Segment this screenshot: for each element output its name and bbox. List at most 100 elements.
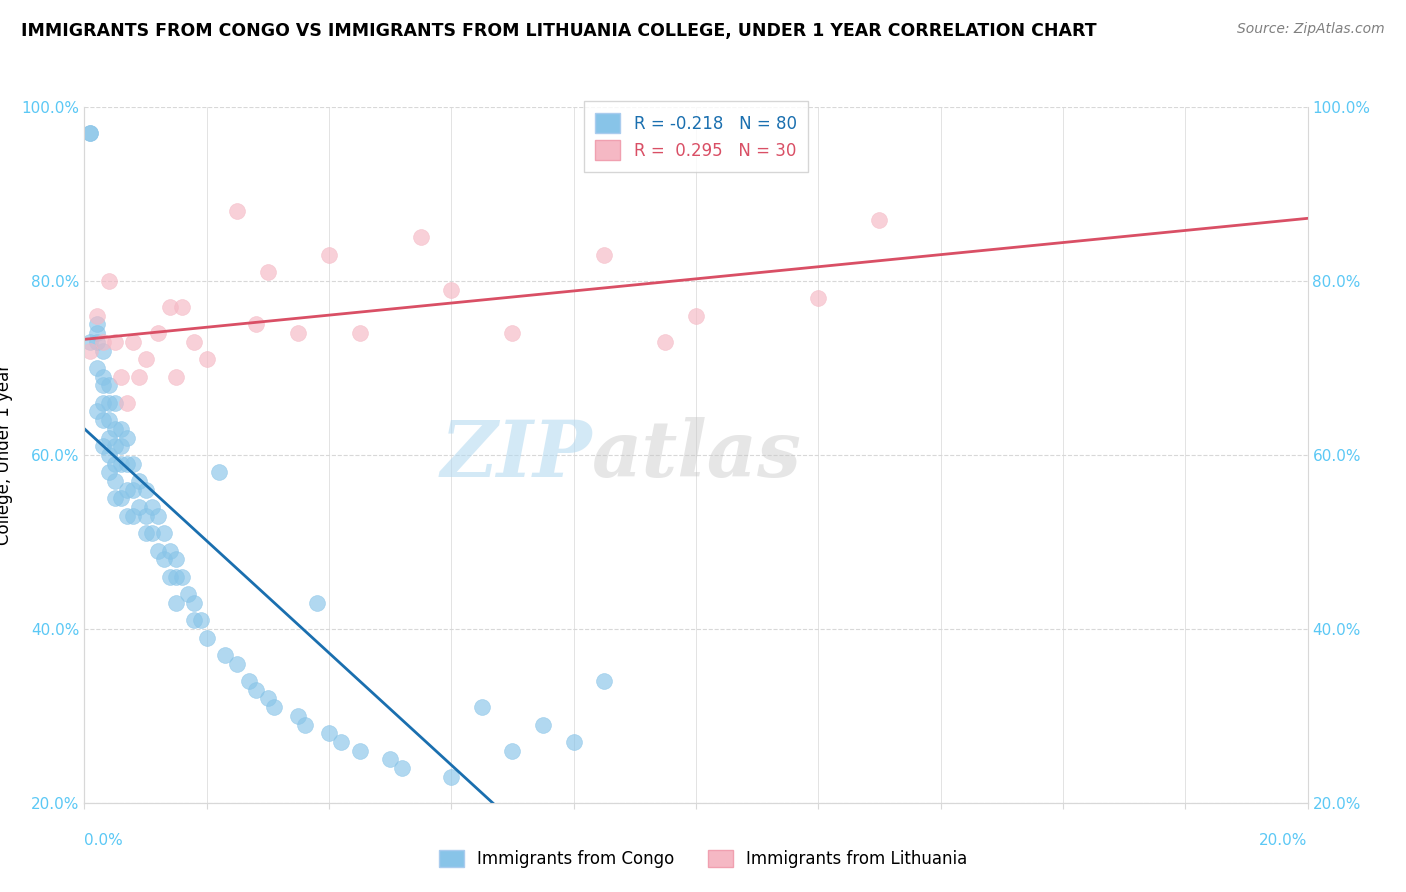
Point [104, 439, 127, 453]
Point [159, 300, 181, 314]
Point [177, 587, 200, 601]
Point [86, 318, 108, 332]
Point [122, 508, 145, 523]
Point [349, 326, 371, 341]
Legend: Immigrants from Congo, Immigrants from Lithuania: Immigrants from Congo, Immigrants from L… [432, 843, 974, 875]
Point [104, 334, 127, 349]
Point [287, 326, 309, 341]
Point [122, 457, 145, 471]
Point [97, 395, 120, 409]
Point [257, 265, 280, 279]
Point [91, 413, 114, 427]
Point [318, 248, 340, 262]
Point [110, 369, 132, 384]
Point [226, 204, 249, 219]
Point [257, 691, 280, 706]
Point [165, 369, 187, 384]
Point [115, 508, 138, 523]
Point [153, 552, 176, 566]
Point [128, 474, 150, 488]
Point [238, 674, 260, 689]
Point [97, 466, 120, 480]
Point [91, 369, 114, 384]
Point [91, 334, 114, 349]
Point [263, 700, 285, 714]
Point [245, 682, 267, 697]
Point [91, 378, 114, 392]
Point [128, 500, 150, 514]
Text: atlas: atlas [592, 417, 801, 493]
Point [807, 291, 830, 305]
Point [122, 483, 145, 497]
Point [79, 126, 101, 140]
Point [531, 717, 554, 731]
Point [654, 334, 676, 349]
Point [305, 596, 328, 610]
Point [104, 457, 127, 471]
Point [409, 230, 432, 244]
Point [380, 752, 402, 766]
Legend: R = -0.218   N = 80, R =  0.295   N = 30: R = -0.218 N = 80, R = 0.295 N = 30 [583, 102, 808, 172]
Point [110, 491, 132, 506]
Point [471, 700, 494, 714]
Point [115, 483, 138, 497]
Point [172, 570, 194, 584]
Text: 20.0%: 20.0% [1260, 833, 1308, 848]
Point [115, 395, 138, 409]
Point [195, 352, 218, 367]
Point [122, 334, 145, 349]
Point [440, 770, 463, 784]
Point [165, 552, 187, 566]
Point [159, 570, 181, 584]
Point [86, 334, 108, 349]
Point [502, 744, 524, 758]
Point [593, 248, 616, 262]
Point [318, 726, 340, 740]
Point [183, 334, 205, 349]
Point [502, 326, 524, 341]
Point [110, 457, 132, 471]
Text: 0.0%: 0.0% [84, 833, 124, 848]
Point [287, 708, 309, 723]
Point [135, 526, 157, 541]
Point [104, 395, 127, 409]
Point [115, 430, 138, 444]
Point [195, 631, 218, 645]
Point [135, 508, 157, 523]
Point [86, 404, 108, 418]
Point [294, 717, 316, 731]
Point [869, 213, 891, 227]
Text: Source: ZipAtlas.com: Source: ZipAtlas.com [1237, 22, 1385, 37]
Point [91, 439, 114, 453]
Point [172, 300, 194, 314]
Point [391, 761, 413, 775]
Point [226, 657, 249, 671]
Point [183, 613, 205, 627]
Point [97, 378, 120, 392]
Point [104, 474, 127, 488]
Point [97, 274, 120, 288]
Point [165, 596, 187, 610]
Point [110, 422, 132, 436]
Point [135, 352, 157, 367]
Point [110, 439, 132, 453]
Point [146, 508, 169, 523]
Point [91, 395, 114, 409]
Text: IMMIGRANTS FROM CONGO VS IMMIGRANTS FROM LITHUANIA COLLEGE, UNDER 1 YEAR CORRELA: IMMIGRANTS FROM CONGO VS IMMIGRANTS FROM… [21, 22, 1097, 40]
Point [685, 309, 707, 323]
Point [135, 483, 157, 497]
Text: ZIP: ZIP [440, 417, 592, 493]
Y-axis label: College, Under 1 year: College, Under 1 year [0, 364, 13, 546]
Point [115, 457, 138, 471]
Point [330, 735, 353, 749]
Point [128, 369, 150, 384]
Point [146, 326, 169, 341]
Point [86, 361, 108, 376]
Point [153, 526, 176, 541]
Point [79, 343, 101, 358]
Point [141, 526, 163, 541]
Point [165, 570, 187, 584]
Point [97, 430, 120, 444]
Point [562, 735, 585, 749]
Point [141, 500, 163, 514]
